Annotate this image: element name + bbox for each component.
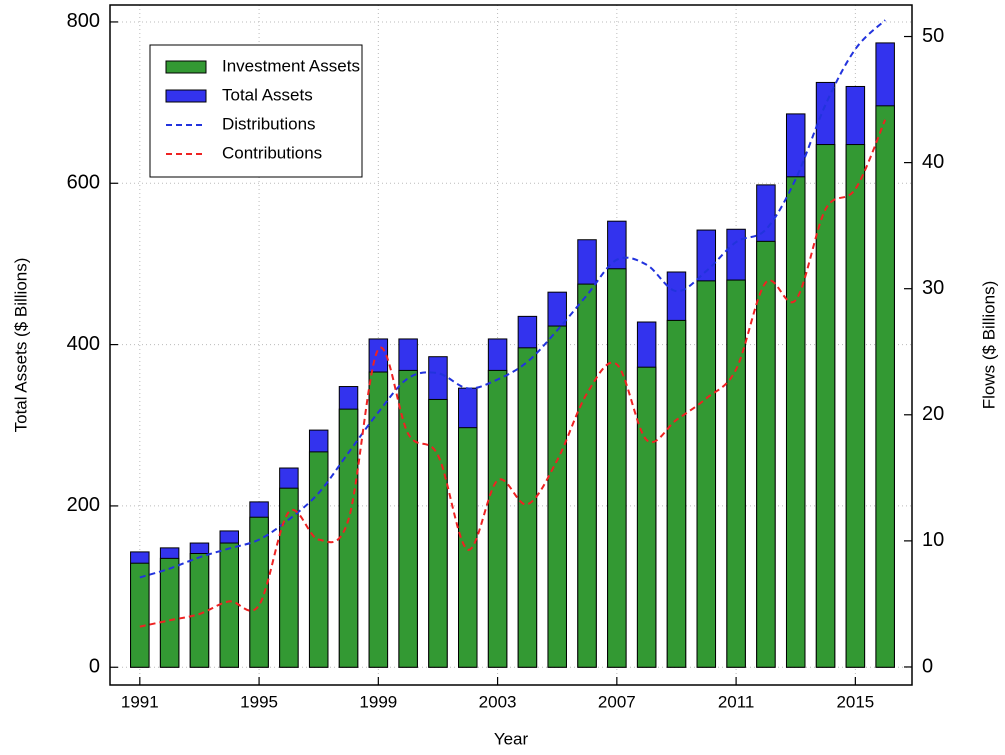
y-tick-label: 800 xyxy=(67,10,100,32)
bar xyxy=(696,280,717,668)
legend-label: Total Assets xyxy=(222,85,313,104)
bar xyxy=(428,398,448,668)
y-axis-label: Total Assets ($ Billions) xyxy=(11,258,30,433)
bar xyxy=(517,347,538,668)
legend-label: Distributions xyxy=(222,114,316,133)
bar xyxy=(845,144,866,668)
bar xyxy=(577,283,597,668)
y-tick-label: 0 xyxy=(89,656,100,678)
y2-tick-label: 40 xyxy=(922,151,944,173)
line xyxy=(139,119,887,628)
y2-tick-label: 30 xyxy=(922,277,944,299)
x-tick-label: 1999 xyxy=(359,692,397,711)
bar xyxy=(219,542,239,668)
bar xyxy=(636,366,657,668)
bar xyxy=(547,325,567,668)
x-tick-label: 2011 xyxy=(718,692,755,711)
x-tick-label: 1991 xyxy=(121,692,159,711)
bar xyxy=(368,371,389,668)
legend-label: Contributions xyxy=(222,143,322,162)
y2-tick-label: 10 xyxy=(922,529,944,551)
bar xyxy=(458,427,478,668)
y-tick-label: 600 xyxy=(67,172,100,194)
bar xyxy=(130,562,150,668)
plot-frame xyxy=(109,4,913,686)
bar xyxy=(607,268,627,668)
bar xyxy=(875,105,895,668)
bar xyxy=(249,516,269,668)
y2-tick-label: 0 xyxy=(922,655,933,677)
bar xyxy=(308,451,329,668)
bar xyxy=(189,553,210,668)
y2-axis-label: Flows ($ Billions) xyxy=(979,281,998,409)
legend-swatch xyxy=(165,60,207,74)
bar xyxy=(785,176,806,668)
bar xyxy=(159,557,180,668)
x-tick-label: 2003 xyxy=(479,692,517,711)
x-tick-label: 2007 xyxy=(598,692,636,711)
bar xyxy=(487,369,508,668)
y-tick-label: 400 xyxy=(67,333,100,355)
x-tick-label: 1995 xyxy=(240,692,278,711)
y2-tick-label: 20 xyxy=(922,403,944,425)
bar xyxy=(726,279,746,668)
x-tick-label: 2015 xyxy=(836,692,874,711)
legend-label: Investment Assets xyxy=(222,56,360,75)
y-tick-label: 200 xyxy=(67,494,100,516)
bar xyxy=(666,319,687,668)
bar xyxy=(398,369,418,668)
line xyxy=(139,19,886,579)
bar xyxy=(815,144,836,668)
bar xyxy=(279,487,299,668)
legend-swatch xyxy=(165,89,207,103)
bar xyxy=(756,240,776,668)
bar xyxy=(338,408,359,668)
y2-tick-label: 50 xyxy=(922,25,944,47)
x-axis-label: Year xyxy=(494,729,529,748)
